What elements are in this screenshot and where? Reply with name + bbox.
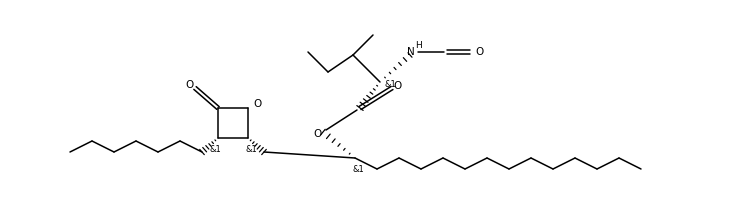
Text: O: O: [475, 47, 483, 57]
Text: &1: &1: [384, 80, 396, 88]
Text: N: N: [407, 47, 415, 57]
Text: O: O: [314, 129, 322, 139]
Text: &1: &1: [245, 145, 257, 153]
Text: O: O: [186, 80, 194, 90]
Text: H: H: [415, 41, 421, 49]
Text: O: O: [253, 99, 261, 109]
Text: &1: &1: [209, 145, 221, 153]
Text: &1: &1: [352, 164, 364, 174]
Text: O: O: [393, 81, 401, 91]
